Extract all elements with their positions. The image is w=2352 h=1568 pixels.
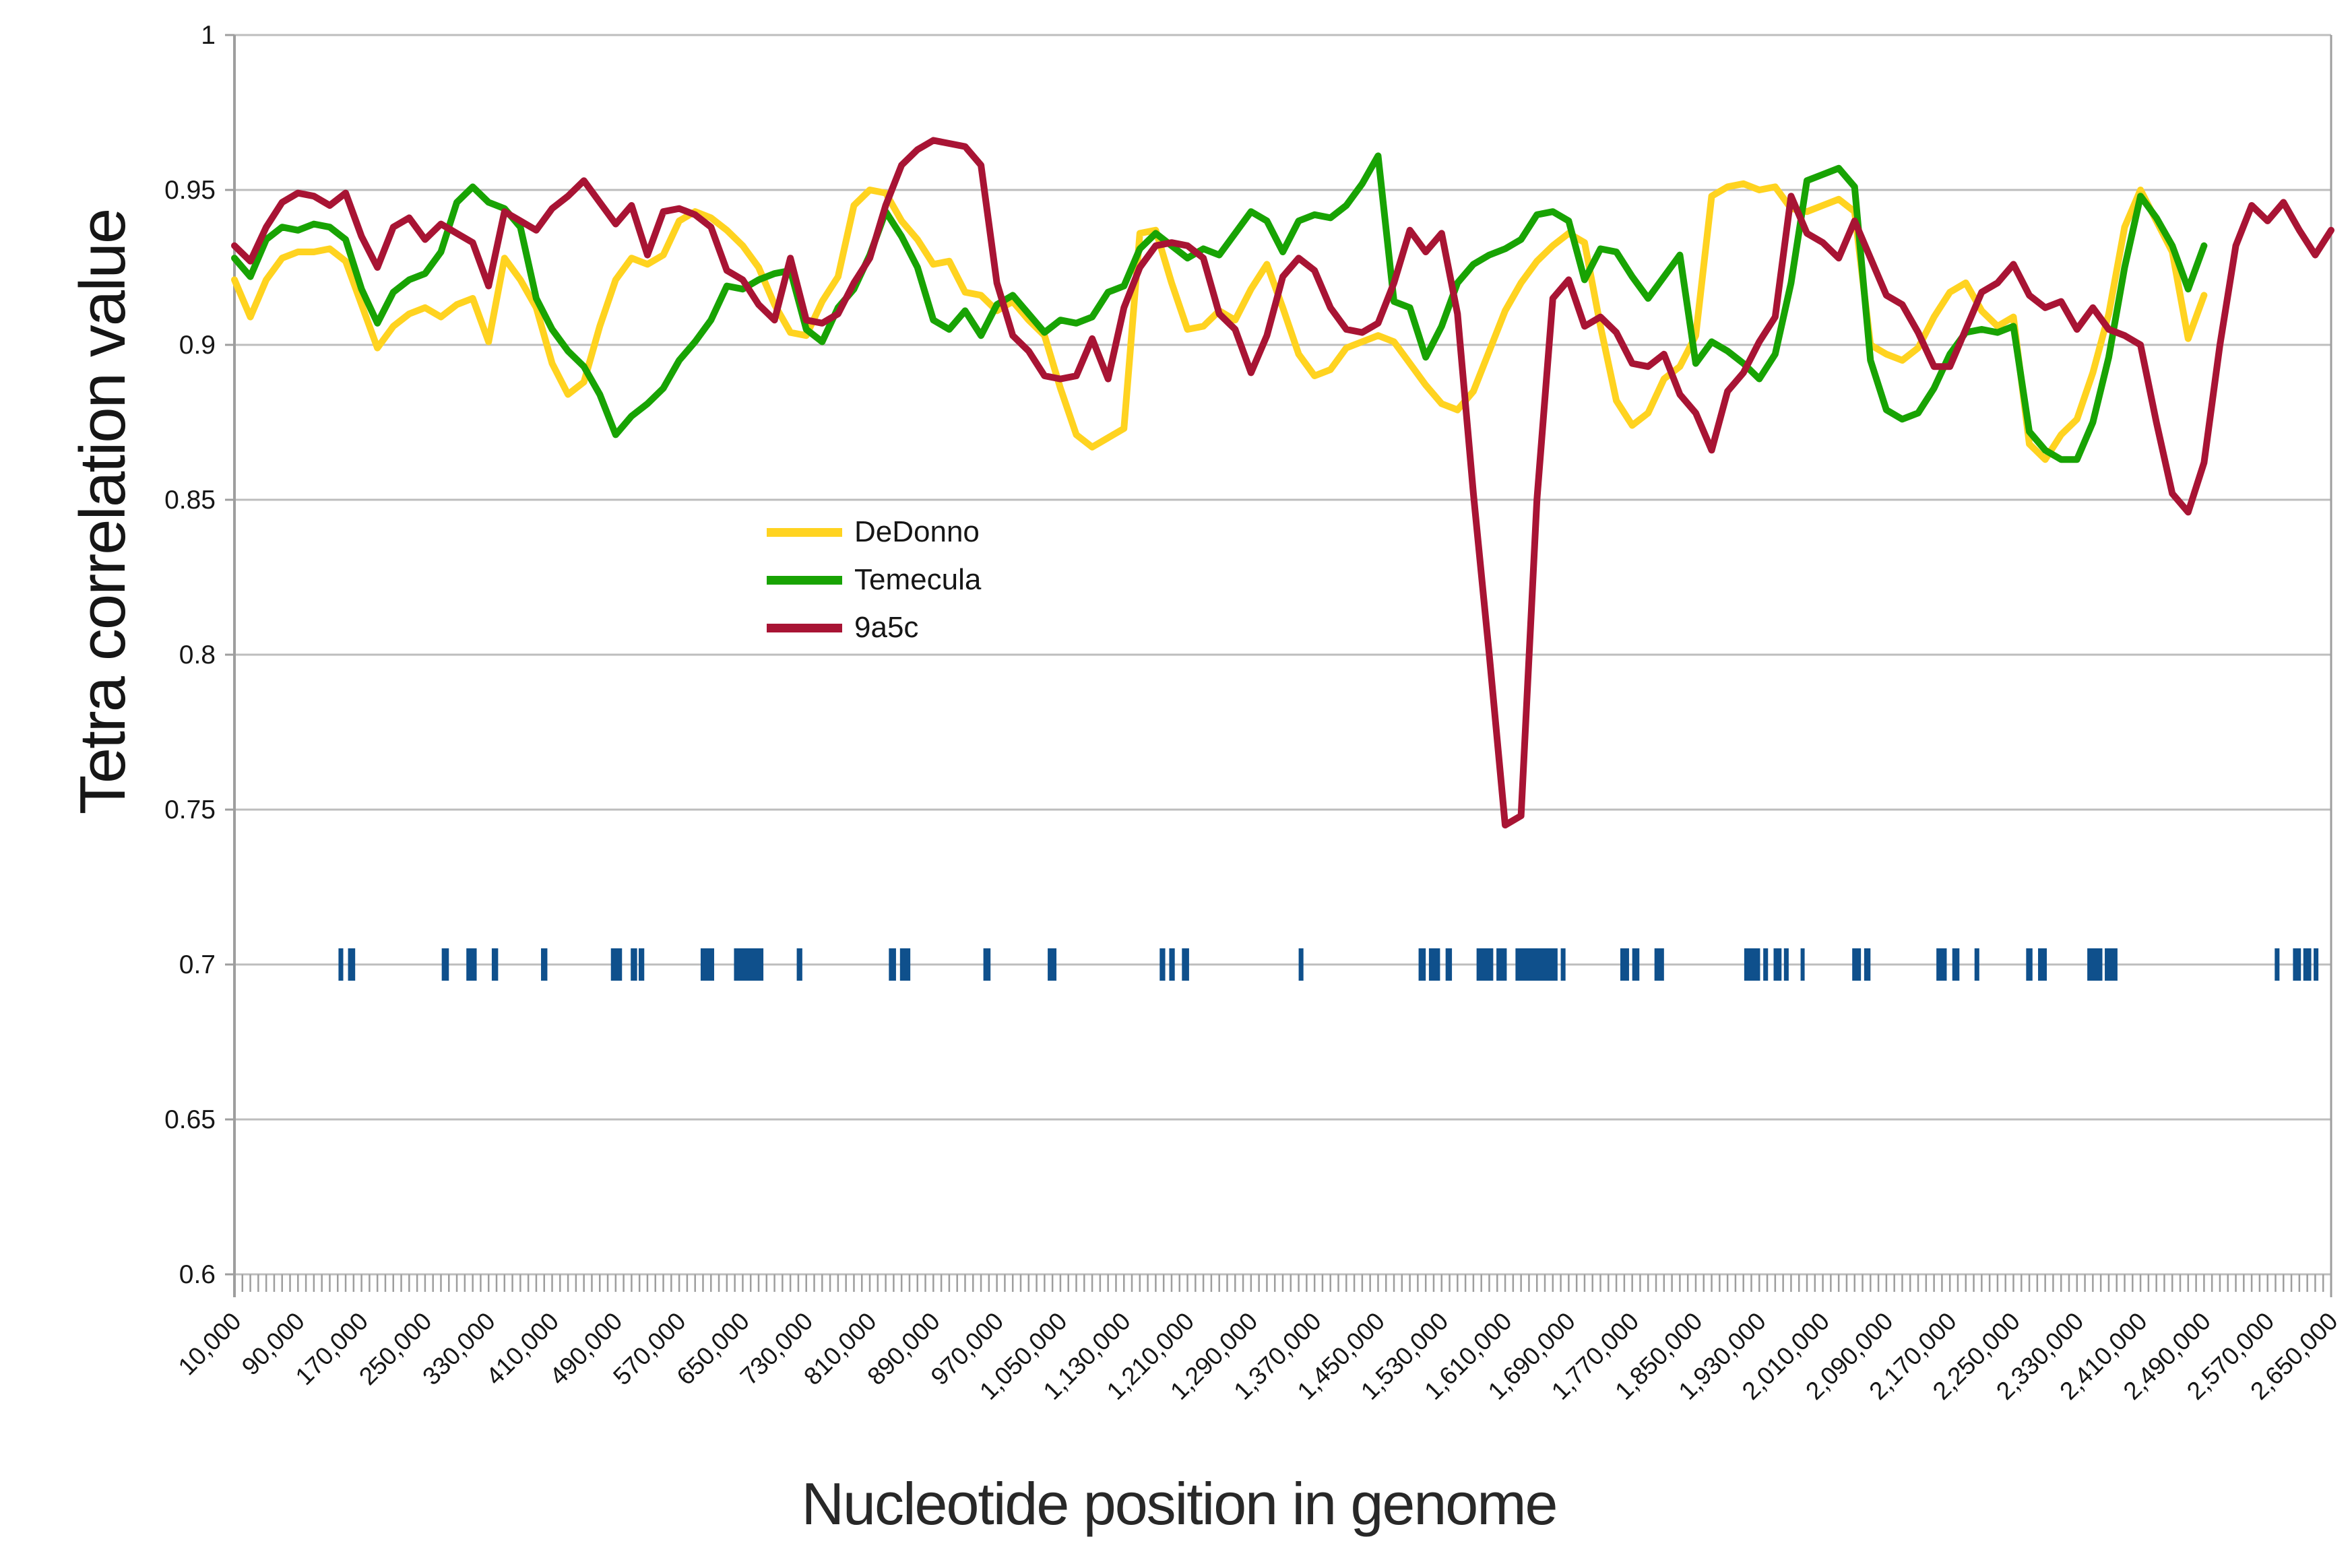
feature-marker [1169,948,1175,981]
feature-marker [1864,948,1871,981]
feature-marker [2087,948,2103,981]
feature-marker [1783,948,1789,981]
y-tick-label: 0.8 [179,641,216,669]
feature-marker [338,948,344,981]
feature-marker [889,948,896,981]
feature-marker [610,948,623,981]
feature-marker [1560,948,1566,981]
legend-item-9a5c: 9a5c [767,613,981,643]
legend-label-9a5c: 9a5c [854,611,919,644]
feature-marker [491,948,499,981]
feature-marker [2026,948,2033,981]
legend: DeDonno Temecula 9a5c [767,517,981,643]
series-line-9a5c [231,137,2334,828]
feature-marker [1515,948,1558,981]
feature-marker [1496,948,1507,981]
x-tick-label: 10,000 [173,1307,247,1381]
feature-marker [1182,948,1189,981]
feature-marker [1476,948,1494,981]
feature-marker [1048,948,1057,981]
feature-marker [2314,948,2319,981]
y-tick-label: 0.95 [164,176,216,205]
feature-marker [2293,948,2301,981]
feature-marker [1620,948,1629,981]
y-tick-label: 0.65 [164,1105,216,1134]
legend-label-temecula: Temecula [854,563,982,596]
feature-marker [1974,948,1979,981]
feature-marker [2105,948,2118,981]
feature-marker [1744,948,1760,981]
feature-marker [631,948,637,981]
feature-marker [899,948,911,981]
feature-marker [1298,948,1304,981]
y-tick-label: 0.75 [164,795,216,824]
x-axis-title: Nucleotide position in genome [801,1470,1558,1537]
feature-marker [1936,948,1947,981]
feature-marker [700,948,714,981]
feature-marker [1445,948,1453,981]
feature-marker [1763,948,1769,981]
feature-marker [1418,948,1426,981]
legend-swatch-temecula [767,575,842,585]
legend-swatch-9a5c [767,623,842,632]
feature-marker [1800,948,1805,981]
feature-marker [1773,948,1782,981]
series-line-Temecula [231,152,2208,463]
legend-item-dedonno: DeDonno [767,517,981,547]
y-tick-label: 0.7 [179,950,216,979]
legend-swatch-dedonno [767,527,842,537]
feature-marker [466,948,477,981]
feature-marker [1428,948,1440,981]
legend-item-temecula: Temecula [767,565,981,595]
feature-marker [796,948,802,981]
feature-marker [734,948,764,981]
feature-marker [441,948,449,981]
legend-label-dedonno: DeDonno [854,515,980,548]
feature-marker [348,948,356,981]
feature-marker [2303,948,2312,981]
feature-marker [1632,948,1640,981]
feature-marker [2275,948,2280,981]
feature-marker [1852,948,1862,981]
y-tick-label: 0.9 [179,331,216,360]
feature-marker [1159,948,1166,981]
y-tick-label: 0.85 [164,486,216,515]
feature-marker [1654,948,1664,981]
feature-marker [983,948,991,981]
feature-marker [1952,948,1960,981]
feature-marker [2038,948,2047,981]
y-axis-title: Tetra correlation value [67,209,139,815]
y-tick-label: 0.6 [179,1260,216,1289]
y-tick-label: 1 [201,21,216,50]
feature-marker [639,948,645,981]
feature-marker [541,948,548,981]
